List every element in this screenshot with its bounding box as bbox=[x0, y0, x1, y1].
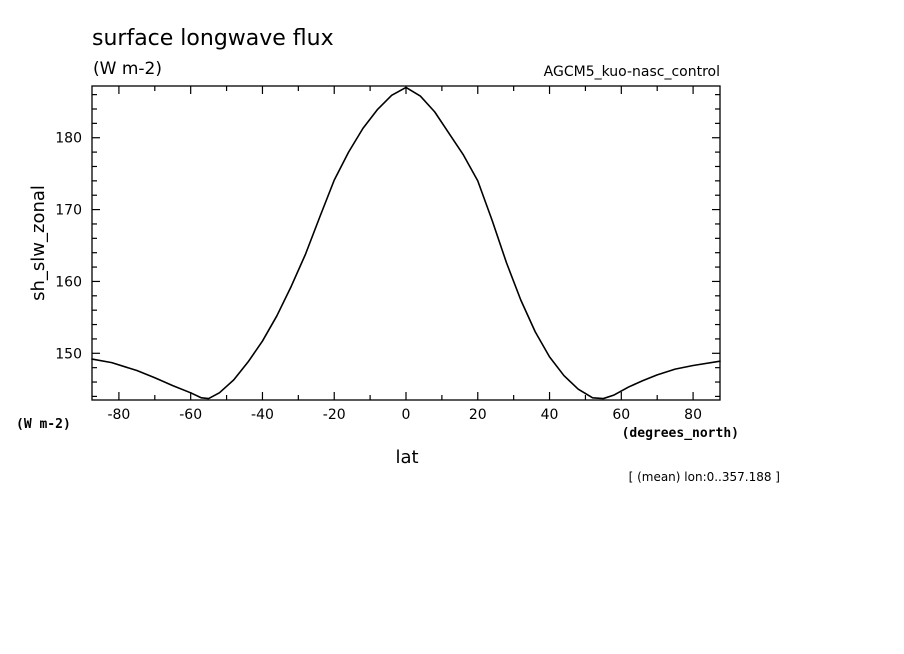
x-tick-label: -80 bbox=[107, 407, 130, 423]
x-tick-label: 80 bbox=[684, 407, 702, 423]
x-tick-label: -40 bbox=[251, 407, 274, 423]
x-tick-label: -60 bbox=[179, 407, 202, 423]
series-line bbox=[91, 86, 721, 400]
model-name: AGCM5_kuo-nasc_control bbox=[544, 64, 720, 80]
y-axis-units: (W m-2) bbox=[16, 417, 71, 432]
x-tick-label: 60 bbox=[612, 407, 630, 423]
y-tick-label: 150 bbox=[55, 346, 82, 362]
chart-title: surface longwave flux bbox=[92, 26, 334, 51]
y-tick-label: 180 bbox=[55, 131, 82, 147]
y-tick-label: 160 bbox=[55, 274, 82, 290]
x-tick-label: -20 bbox=[323, 407, 346, 423]
chart-units: (W m-2) bbox=[93, 59, 162, 79]
x-axis-tick-labels: -80 -60 -40 -20 0 20 40 60 80 bbox=[107, 407, 702, 423]
x-tick-label: 0 bbox=[402, 407, 411, 423]
plot-frame bbox=[91, 85, 721, 401]
y-axis-ticks bbox=[92, 94, 720, 398]
x-tick-label: 20 bbox=[469, 407, 487, 423]
averaging-note: [ (mean) lon:0..357.188 ] bbox=[629, 470, 780, 484]
x-axis-label: lat bbox=[395, 447, 418, 468]
y-axis-label: sh_slw_zonal bbox=[28, 185, 49, 301]
x-axis-ticks bbox=[118, 86, 694, 400]
y-tick-label: 170 bbox=[55, 203, 82, 219]
x-axis-units: (degrees_north) bbox=[622, 426, 739, 441]
y-axis-tick-labels: 150 160 170 180 bbox=[55, 131, 82, 363]
x-tick-label: 40 bbox=[541, 407, 559, 423]
